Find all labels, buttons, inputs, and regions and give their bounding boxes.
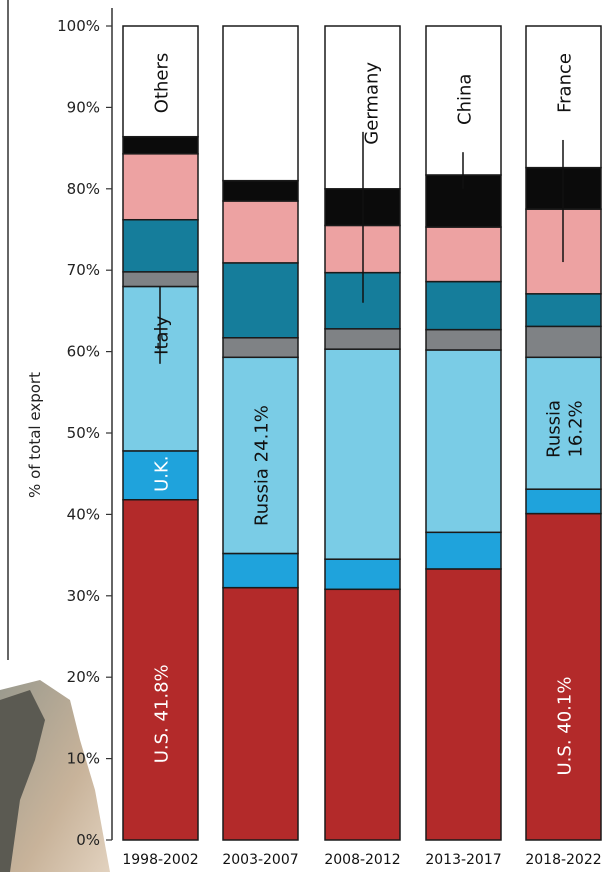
y-tick-label: 70%	[67, 261, 100, 279]
bar-segment-italy-2008-2012	[324, 328, 401, 350]
y-tick-label: 40%	[67, 505, 100, 523]
y-tick-label: 80%	[67, 180, 100, 198]
x-tick-label: 2008-2012	[324, 852, 400, 868]
bar-segment-russia-2013-2017	[425, 349, 502, 534]
bar-segment-u-k--1998-2002	[122, 450, 199, 501]
bar-segment-russia-2008-2012	[324, 348, 401, 560]
bar-segment-others-1998-2002	[122, 25, 199, 138]
bar-segment-italy-1998-2002	[122, 271, 199, 288]
bar-segment-other-2018-2022	[525, 293, 602, 328]
bar-segment-u-k--2018-2022	[525, 488, 602, 515]
bar-segment-u-s--2008-2012	[324, 588, 401, 841]
bar-segment-germany-1998-2002	[122, 153, 199, 221]
x-tick-label: 2013-2017	[425, 852, 501, 868]
annotation-label: Russia	[544, 400, 565, 458]
bar-segment-u-k--2008-2012	[324, 558, 401, 591]
bar-segment-other-2003-2007	[222, 262, 299, 339]
bar-segment-russia-2003-2007	[222, 356, 299, 555]
y-axis-label: % of total export	[26, 372, 44, 498]
bar-segment-germany-2003-2007	[222, 200, 299, 264]
bar-segment-u-k--2013-2017	[425, 531, 502, 570]
bar-segment-u-s--2013-2017	[425, 568, 502, 841]
x-tick-label: 1998-2002	[122, 852, 198, 868]
bar-segment-china-2003-2007	[222, 179, 299, 202]
bar-segment-u-s--2003-2007	[222, 586, 299, 841]
bar-segment-other-2013-2017	[425, 280, 502, 331]
annotation-label: China	[455, 74, 476, 125]
bar-segment-u-s--1998-2002	[122, 498, 199, 841]
annotation-label: Others	[152, 53, 173, 114]
annotation-label: Germany	[362, 62, 383, 145]
annotation-label: France	[555, 53, 576, 113]
y-tick-label: 100%	[57, 17, 100, 35]
annotation-label: 16.2%	[566, 400, 587, 457]
annotation-label: Russia 24.1%	[252, 405, 273, 526]
x-tick-label: 2018-2022	[525, 852, 601, 868]
bar-segment-italy-2003-2007	[222, 337, 299, 359]
annotation-label: U.S. 41.8%	[152, 664, 173, 763]
bar-segment-italy-2018-2022	[525, 325, 602, 359]
annotation-label: Italy	[152, 315, 173, 354]
y-tick-label: 30%	[67, 587, 100, 605]
bar-segment-others-2018-2022	[525, 25, 602, 169]
y-tick-label: 50%	[67, 424, 100, 442]
background-photo-shadow	[0, 690, 45, 872]
bar-segment-china-1998-2002	[122, 135, 199, 155]
y-tick-label: 10%	[67, 750, 100, 768]
x-tick-label: 2003-2007	[222, 852, 298, 868]
bar-segment-other-1998-2002	[122, 218, 199, 273]
annotation-label: U.S. 40.1%	[555, 677, 576, 776]
bar-segment-germany-2013-2017	[425, 226, 502, 283]
bar-segment-others-2013-2017	[425, 25, 502, 176]
y-tick-label: 20%	[67, 668, 100, 686]
bar-segment-others-2003-2007	[222, 25, 299, 182]
annotation-label: U.K.	[152, 455, 173, 491]
y-tick-label: 90%	[67, 98, 100, 116]
bar-segment-u-k--2003-2007	[222, 552, 299, 589]
bar-segment-italy-2013-2017	[425, 328, 502, 351]
y-tick-label: 60%	[67, 343, 100, 361]
y-tick-label: 0%	[76, 831, 100, 849]
